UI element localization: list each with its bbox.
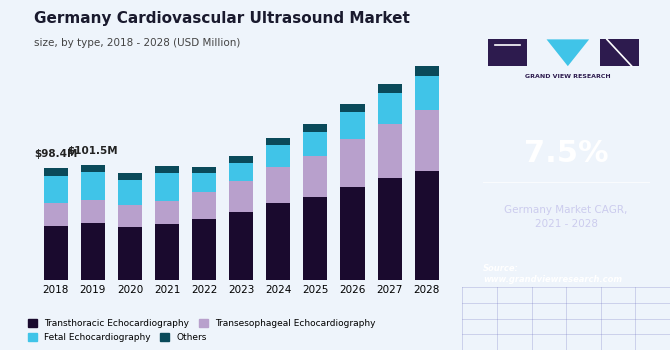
- Bar: [229, 163, 253, 181]
- Bar: [229, 212, 253, 280]
- Text: 7.5%: 7.5%: [524, 140, 608, 168]
- Bar: [266, 167, 290, 203]
- Bar: [229, 181, 253, 212]
- Bar: [415, 66, 439, 76]
- Bar: [155, 224, 179, 280]
- Bar: [155, 174, 179, 201]
- Legend: Transthoracic Echocardiography, Transesophageal Echocardiography: Transthoracic Echocardiography, Transeso…: [25, 315, 379, 331]
- Bar: [155, 201, 179, 224]
- Bar: [229, 156, 253, 163]
- Bar: [304, 156, 328, 197]
- Bar: [192, 191, 216, 219]
- Bar: [415, 110, 439, 171]
- Bar: [118, 180, 142, 205]
- Bar: [377, 178, 401, 280]
- Bar: [44, 226, 68, 280]
- Bar: [304, 132, 328, 156]
- Bar: [192, 219, 216, 280]
- Bar: [488, 40, 527, 66]
- Bar: [44, 168, 68, 176]
- Bar: [415, 76, 439, 110]
- Bar: [81, 223, 105, 280]
- Bar: [118, 205, 142, 227]
- Bar: [81, 172, 105, 199]
- Text: Germany Market CAGR,
2021 - 2028: Germany Market CAGR, 2021 - 2028: [505, 205, 628, 229]
- Bar: [44, 203, 68, 226]
- Bar: [377, 124, 401, 178]
- Bar: [118, 227, 142, 280]
- Bar: [600, 40, 639, 66]
- Bar: [81, 199, 105, 223]
- Bar: [266, 203, 290, 280]
- Bar: [266, 145, 290, 167]
- Bar: [340, 139, 364, 187]
- Bar: [377, 93, 401, 124]
- Text: GRAND VIEW RESEARCH: GRAND VIEW RESEARCH: [525, 74, 610, 79]
- Bar: [44, 176, 68, 203]
- Bar: [266, 138, 290, 145]
- Legend: Fetal Echocardiography, Others: Fetal Echocardiography, Others: [25, 329, 210, 345]
- Bar: [377, 84, 401, 93]
- Text: $98.4M: $98.4M: [34, 149, 78, 159]
- Bar: [304, 124, 328, 132]
- Text: size, by type, 2018 - 2028 (USD Million): size, by type, 2018 - 2028 (USD Million): [34, 38, 240, 49]
- Text: Germany Cardiovascular Ultrasound Market: Germany Cardiovascular Ultrasound Market: [34, 10, 409, 26]
- Bar: [81, 165, 105, 172]
- Text: $101.5M: $101.5M: [68, 146, 118, 156]
- Bar: [340, 104, 364, 112]
- Bar: [192, 174, 216, 191]
- Bar: [192, 167, 216, 174]
- Bar: [340, 187, 364, 280]
- Bar: [304, 197, 328, 280]
- Bar: [118, 174, 142, 180]
- Polygon shape: [547, 40, 589, 66]
- Text: Source:
www.grandviewresearch.com: Source: www.grandviewresearch.com: [483, 264, 622, 284]
- Bar: [415, 171, 439, 280]
- Bar: [340, 112, 364, 139]
- Bar: [155, 166, 179, 174]
